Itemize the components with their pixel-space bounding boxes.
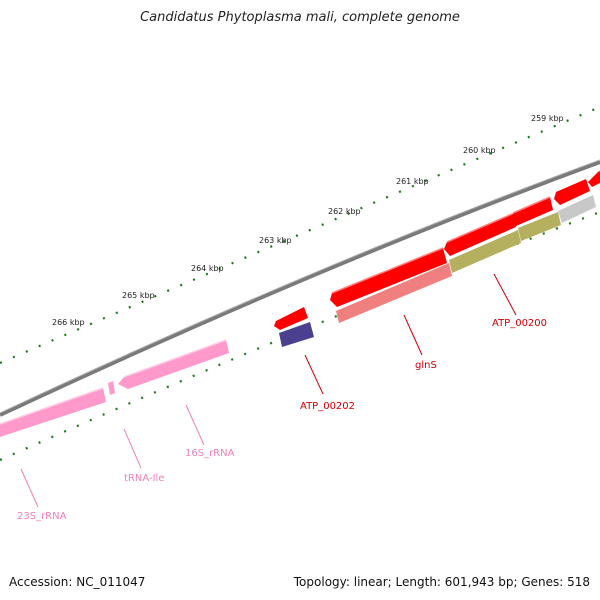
tick-label: 260 kbp xyxy=(463,146,496,155)
feature-label[interactable]: glnS xyxy=(415,360,437,371)
gene-arrow[interactable] xyxy=(510,197,553,226)
topology-text: Topology: linear; Length: 601,943 bp; Ge… xyxy=(293,575,590,589)
accession-text: Accession: NC_011047 xyxy=(9,575,146,589)
feature-label[interactable]: ATP_00202 xyxy=(300,401,355,412)
tick-label: 264 kbp xyxy=(191,264,224,273)
tick-label: 263 kbp xyxy=(259,236,292,245)
tick-label: 261 kbp xyxy=(396,177,429,186)
tick-label: 265 kbp xyxy=(122,291,155,300)
gene-block[interactable] xyxy=(518,212,561,241)
feature-label[interactable]: ATP_00200 xyxy=(492,318,547,329)
tick-label: 266 kbp xyxy=(52,318,85,327)
gene-block[interactable] xyxy=(279,322,314,347)
trna-block[interactable] xyxy=(108,381,115,395)
forward-features xyxy=(274,171,600,330)
tick-label: 259 kbp xyxy=(531,114,564,123)
genome-backbone xyxy=(0,160,600,417)
gene-arrow[interactable] xyxy=(330,248,447,307)
gene-arrow[interactable] xyxy=(274,307,308,330)
rrna-features xyxy=(0,339,229,437)
outer-tick-track xyxy=(0,105,600,365)
gene-arrow[interactable] xyxy=(554,179,590,205)
feature-label[interactable]: 16S_rRNA xyxy=(185,448,235,459)
gene-block[interactable] xyxy=(558,195,596,223)
reverse-features xyxy=(279,195,596,347)
gene-block[interactable] xyxy=(336,263,452,323)
map-title: Candidatus Phytoplasma mali, complete ge… xyxy=(140,10,460,25)
label-leaders xyxy=(20,273,517,508)
gene-block[interactable] xyxy=(449,230,521,273)
gene-arrow[interactable] xyxy=(588,171,600,187)
gene-arrow[interactable] xyxy=(444,214,516,256)
rrna-16s-block[interactable] xyxy=(118,340,229,389)
tick-label: 262 kbp xyxy=(328,207,361,216)
rrna-23s-block[interactable] xyxy=(0,388,106,437)
feature-label[interactable]: tRNA-Ile xyxy=(124,473,164,484)
feature-label[interactable]: 23S_rRNA xyxy=(17,511,67,522)
